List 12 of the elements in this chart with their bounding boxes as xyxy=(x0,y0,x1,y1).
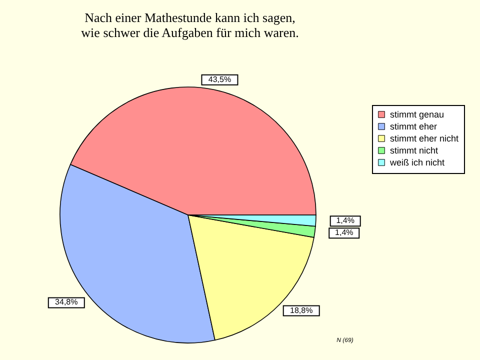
data-label: 1,4% xyxy=(336,216,354,226)
data-label: 18,8% xyxy=(290,306,313,315)
data-label: 34,8% xyxy=(55,298,78,307)
legend-label: weiß ich nicht xyxy=(389,158,446,168)
legend-label: stimmt eher nicht xyxy=(390,134,460,144)
text: wie schwer die Aufgaben für mich waren. xyxy=(81,25,299,40)
legend-label: stimmt eher xyxy=(390,122,438,132)
legend-label: stimmt genau xyxy=(390,110,444,120)
data-label: 1,4% xyxy=(335,228,354,238)
text: Nach einer Mathestunde kann ich sagen, xyxy=(84,10,296,25)
legend-label: stimmt nicht xyxy=(390,146,439,156)
data-label: 43,5% xyxy=(208,74,232,84)
